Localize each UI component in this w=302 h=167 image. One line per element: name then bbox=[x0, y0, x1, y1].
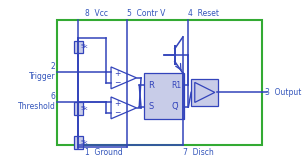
Text: 3  Output: 3 Output bbox=[265, 88, 301, 97]
Text: R: R bbox=[148, 81, 154, 90]
Text: 4  Reset: 4 Reset bbox=[188, 9, 219, 18]
Text: 5k: 5k bbox=[81, 140, 88, 145]
Text: Q̅: Q̅ bbox=[171, 103, 178, 112]
Bar bbox=[144, 73, 184, 119]
Bar bbox=[57, 20, 262, 145]
Bar bbox=[191, 79, 218, 106]
Text: 6: 6 bbox=[51, 93, 56, 102]
Text: R1: R1 bbox=[171, 81, 181, 90]
Text: +: + bbox=[114, 69, 120, 78]
Bar bbox=[74, 41, 83, 53]
Text: −: − bbox=[114, 78, 120, 87]
Text: S: S bbox=[148, 103, 154, 112]
Text: 5k: 5k bbox=[81, 44, 88, 49]
Text: +: + bbox=[114, 99, 120, 108]
Bar bbox=[74, 136, 83, 149]
Text: 7  Disch: 7 Disch bbox=[183, 148, 214, 157]
Text: 1  Ground: 1 Ground bbox=[85, 148, 122, 157]
Text: −: − bbox=[114, 108, 120, 117]
Text: 5k: 5k bbox=[81, 106, 88, 111]
Text: Threshold: Threshold bbox=[18, 102, 56, 111]
Text: 5  Contr V: 5 Contr V bbox=[127, 9, 166, 18]
Text: Trigger: Trigger bbox=[29, 71, 56, 80]
Text: 8  Vcc: 8 Vcc bbox=[85, 9, 108, 18]
Text: 2: 2 bbox=[51, 62, 56, 71]
Bar bbox=[74, 102, 83, 115]
